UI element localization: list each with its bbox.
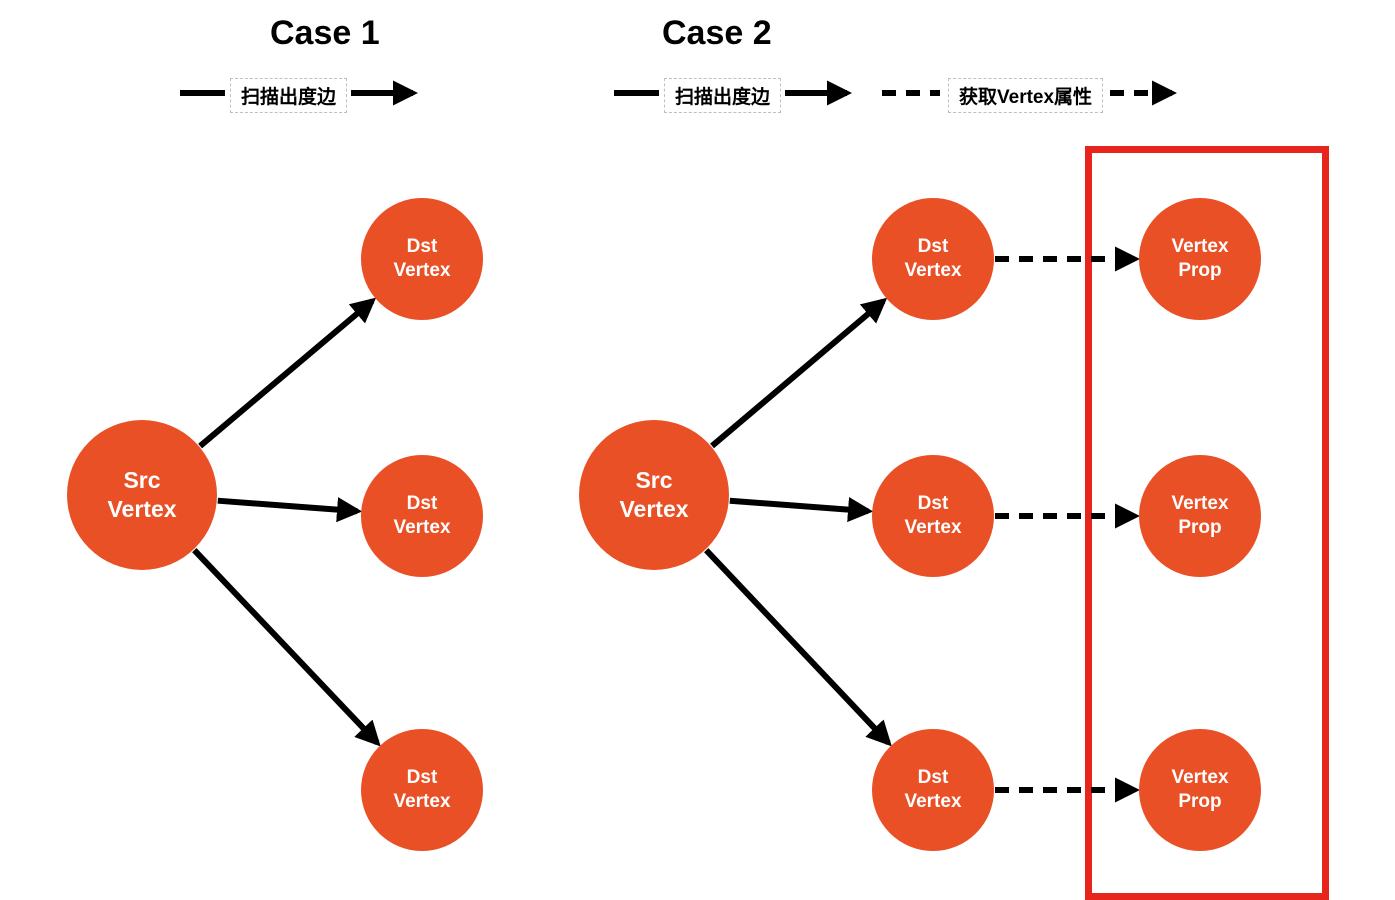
node-c1-dst3: Dst Vertex (361, 729, 483, 851)
diagram-canvas: Case 1 Case 2 扫描出度边 扫描出度边 获取Vertex属性 Src… (0, 0, 1395, 897)
node-label: Dst Vertex (393, 492, 450, 540)
node-label: Dst Vertex (393, 766, 450, 814)
node-label: Vertex Prop (1171, 235, 1228, 283)
legend-scan-edges-1: 扫描出度边 (230, 78, 347, 113)
legend-get-vertex-prop: 获取Vertex属性 (948, 78, 1103, 113)
node-c1-dst1: Dst Vertex (361, 198, 483, 320)
node-label: Vertex Prop (1171, 766, 1228, 814)
node-label: Dst Vertex (904, 492, 961, 540)
node-c2-dst3: Dst Vertex (872, 729, 994, 851)
node-label: Vertex Prop (1171, 492, 1228, 540)
legend-scan-edges-2: 扫描出度边 (664, 78, 781, 113)
title-case1: Case 1 (270, 14, 380, 53)
node-c2-dst2: Dst Vertex (872, 455, 994, 577)
title-case2: Case 2 (662, 14, 772, 53)
node-label: Dst Vertex (393, 235, 450, 283)
node-c2-dst1: Dst Vertex (872, 198, 994, 320)
node-c2-src: Src Vertex (579, 420, 729, 570)
node-c2-vp2: Vertex Prop (1139, 455, 1261, 577)
node-c2-vp3: Vertex Prop (1139, 729, 1261, 851)
node-label: Src Vertex (107, 466, 176, 524)
node-c1-src: Src Vertex (67, 420, 217, 570)
node-label: Src Vertex (619, 466, 688, 524)
node-label: Dst Vertex (904, 766, 961, 814)
node-c2-vp1: Vertex Prop (1139, 198, 1261, 320)
node-c1-dst2: Dst Vertex (361, 455, 483, 577)
node-label: Dst Vertex (904, 235, 961, 283)
